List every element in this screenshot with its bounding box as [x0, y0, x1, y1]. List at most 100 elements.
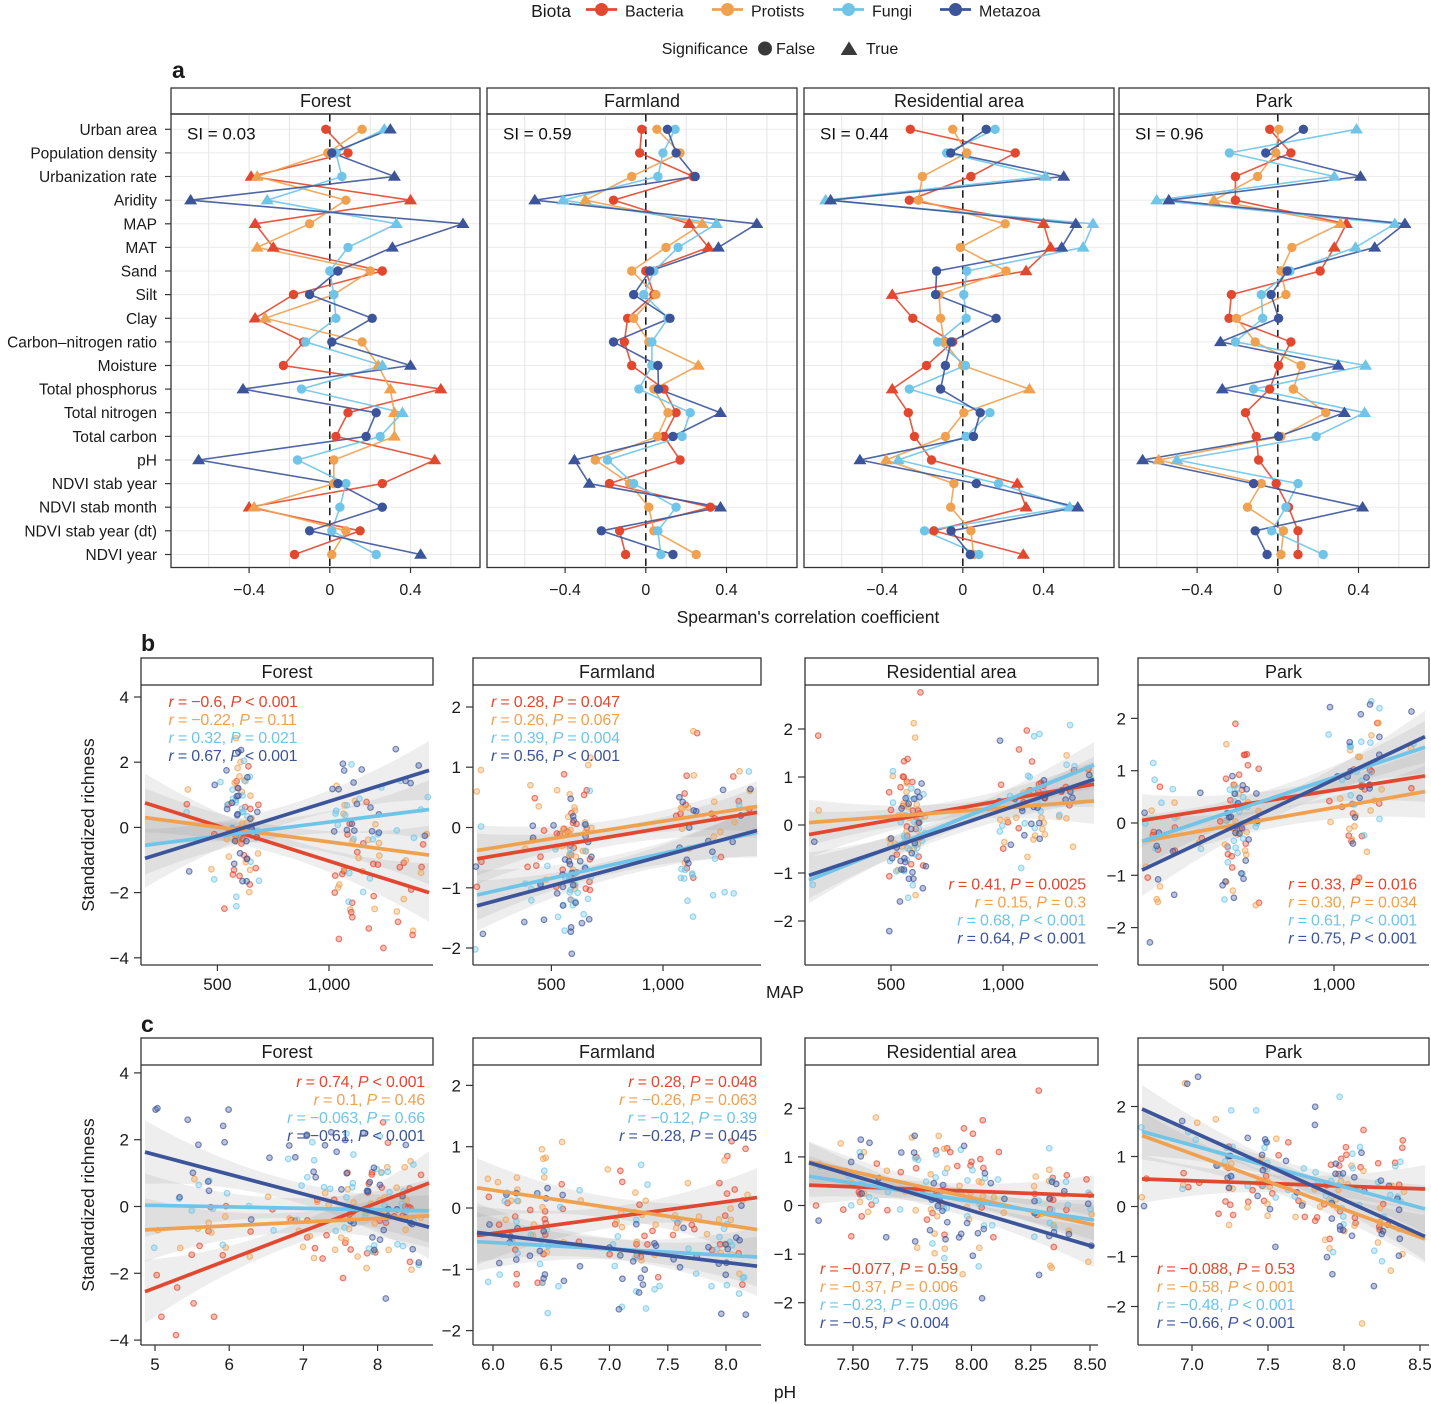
svg-text:1,000: 1,000: [1313, 975, 1356, 994]
svg-text:500: 500: [877, 975, 905, 994]
svg-text:Residential area: Residential area: [886, 662, 1017, 682]
svg-text:r = −0.48, P < 0.001: r = −0.48, P < 0.001: [1157, 1297, 1295, 1314]
svg-text:2: 2: [1117, 709, 1126, 728]
svg-text:6.5: 6.5: [539, 1355, 563, 1374]
svg-text:7.5: 7.5: [1256, 1355, 1280, 1374]
svg-text:8.50: 8.50: [1073, 1355, 1106, 1374]
svg-text:0: 0: [958, 582, 967, 599]
svg-text:r = 0.28, P = 0.047: r = 0.28, P = 0.047: [491, 694, 620, 711]
svg-text:SI = 0.03: SI = 0.03: [187, 125, 256, 144]
svg-text:b: b: [141, 630, 155, 656]
svg-text:Aridity: Aridity: [114, 193, 157, 210]
svg-text:1,000: 1,000: [642, 975, 685, 994]
svg-text:8.00: 8.00: [955, 1355, 988, 1374]
svg-text:MAP: MAP: [123, 216, 157, 233]
svg-text:8.25: 8.25: [1014, 1355, 1047, 1374]
svg-text:Population density: Population density: [30, 145, 157, 162]
svg-text:Clay: Clay: [126, 311, 157, 328]
svg-text:0: 0: [325, 582, 334, 599]
svg-text:r = −0.66, P < 0.001: r = −0.66, P < 0.001: [1157, 1315, 1295, 1332]
svg-text:0: 0: [784, 816, 793, 835]
svg-text:NDVI stab year (dt): NDVI stab year (dt): [24, 523, 157, 540]
svg-text:Moisture: Moisture: [98, 358, 157, 375]
svg-text:7.50: 7.50: [836, 1355, 869, 1374]
svg-text:Forest: Forest: [300, 91, 351, 111]
svg-text:Total nitrogen: Total nitrogen: [64, 405, 157, 422]
svg-text:2: 2: [784, 720, 793, 739]
svg-text:r = −0.088, P = 0.53: r = −0.088, P = 0.53: [1157, 1261, 1295, 1278]
svg-text:False: False: [776, 41, 815, 58]
svg-text:7.0: 7.0: [1180, 1355, 1204, 1374]
svg-text:r = 0.28, P = 0.048: r = 0.28, P = 0.048: [628, 1074, 757, 1091]
svg-text:0: 0: [784, 1197, 793, 1216]
svg-text:Bacteria: Bacteria: [625, 4, 684, 21]
svg-text:1: 1: [1117, 1148, 1126, 1167]
svg-text:Biota: Biota: [531, 1, 571, 21]
svg-text:Forest: Forest: [261, 662, 312, 682]
svg-text:Residential area: Residential area: [894, 91, 1025, 111]
svg-text:Protists: Protists: [751, 4, 804, 21]
svg-text:−1: −1: [1107, 866, 1126, 885]
svg-text:5: 5: [150, 1355, 159, 1374]
svg-text:Fungi: Fungi: [872, 4, 912, 21]
svg-text:0: 0: [1117, 814, 1126, 833]
svg-text:0: 0: [120, 818, 129, 837]
svg-text:1: 1: [452, 1138, 461, 1157]
svg-text:Park: Park: [1265, 662, 1303, 682]
svg-text:SI = 0.44: SI = 0.44: [820, 125, 889, 144]
svg-text:r = −0.063, P = 0.66: r = −0.063, P = 0.66: [287, 1110, 425, 1127]
svg-text:−1: −1: [442, 1260, 461, 1279]
svg-text:2: 2: [452, 1076, 461, 1095]
svg-text:Standardized richness: Standardized richness: [78, 1118, 98, 1291]
svg-text:0.4: 0.4: [1347, 582, 1369, 599]
svg-text:NDVI year: NDVI year: [86, 547, 158, 564]
svg-text:r = 0.26, P = 0.067: r = 0.26, P = 0.067: [491, 712, 620, 729]
svg-text:8.0: 8.0: [714, 1355, 738, 1374]
svg-text:Standardized richness: Standardized richness: [78, 738, 98, 911]
svg-text:1: 1: [452, 758, 461, 777]
svg-text:NDVI stab month: NDVI stab month: [39, 500, 157, 517]
svg-text:r = 0.64, P < 0.001: r = 0.64, P < 0.001: [957, 931, 1086, 948]
svg-text:0: 0: [1117, 1198, 1126, 1217]
svg-text:r = −0.58, P < 0.001: r = −0.58, P < 0.001: [1157, 1279, 1295, 1296]
svg-text:0.4: 0.4: [715, 582, 737, 599]
svg-text:0.4: 0.4: [399, 582, 421, 599]
svg-text:−1: −1: [442, 879, 461, 898]
svg-text:7.0: 7.0: [598, 1355, 622, 1374]
svg-text:6.0: 6.0: [481, 1355, 505, 1374]
svg-text:1: 1: [784, 1148, 793, 1167]
svg-text:r = 0.68, P < 0.001: r = 0.68, P < 0.001: [957, 913, 1086, 930]
svg-text:−1: −1: [774, 1245, 793, 1264]
svg-text:r = −0.6, P < 0.001: r = −0.6, P < 0.001: [169, 694, 299, 711]
svg-text:2: 2: [120, 1131, 129, 1150]
svg-text:0.4: 0.4: [1032, 582, 1054, 599]
svg-text:r = 0.75, P < 0.001: r = 0.75, P < 0.001: [1288, 931, 1417, 948]
svg-text:500: 500: [537, 975, 565, 994]
svg-text:−0.4: −0.4: [233, 582, 265, 599]
svg-text:c: c: [141, 1011, 154, 1037]
svg-text:−0.4: −0.4: [549, 582, 581, 599]
svg-text:Silt: Silt: [135, 287, 157, 304]
svg-text:Total phosphorus: Total phosphorus: [39, 382, 157, 399]
svg-text:Spearman's correlation coeffic: Spearman's correlation coefficient: [677, 607, 940, 627]
svg-text:r = 0.61, P < 0.001: r = 0.61, P < 0.001: [1288, 913, 1417, 930]
svg-text:Farmland: Farmland: [579, 1042, 655, 1062]
svg-text:r = 0.56, P < 0.001: r = 0.56, P < 0.001: [491, 748, 620, 765]
svg-text:r = −0.28, P = 0.045: r = −0.28, P = 0.045: [619, 1128, 757, 1145]
svg-text:2: 2: [452, 698, 461, 717]
svg-text:MAP: MAP: [766, 982, 804, 1002]
svg-text:Forest: Forest: [261, 1042, 312, 1062]
svg-text:500: 500: [1209, 975, 1237, 994]
svg-text:Total carbon: Total carbon: [73, 429, 157, 446]
svg-text:8.5: 8.5: [1408, 1355, 1431, 1374]
svg-text:6: 6: [224, 1355, 233, 1374]
svg-text:7: 7: [299, 1355, 308, 1374]
svg-text:SI = 0.96: SI = 0.96: [1135, 125, 1204, 144]
svg-text:r = −0.22, P = 0.11: r = −0.22, P = 0.11: [169, 712, 297, 729]
svg-text:8: 8: [373, 1355, 382, 1374]
svg-text:r = 0.41, P = 0.0025: r = 0.41, P = 0.0025: [949, 877, 1087, 894]
svg-text:pH: pH: [137, 453, 157, 470]
svg-text:4: 4: [120, 688, 129, 707]
svg-text:2: 2: [784, 1099, 793, 1118]
svg-text:2: 2: [120, 753, 129, 772]
